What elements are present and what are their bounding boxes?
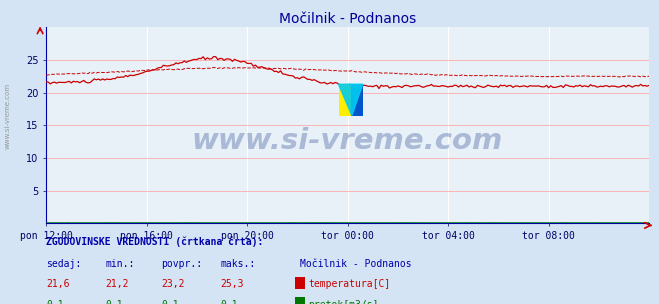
Text: 25,3: 25,3	[221, 279, 244, 289]
Text: povpr.:: povpr.:	[161, 259, 202, 269]
Text: 0,1: 0,1	[105, 300, 123, 304]
Text: Močilnik - Podnanos: Močilnik - Podnanos	[300, 259, 411, 269]
Text: sedaj:: sedaj:	[46, 259, 81, 269]
Text: www.si-vreme.com: www.si-vreme.com	[192, 127, 503, 155]
Text: www.si-vreme.com: www.si-vreme.com	[5, 82, 11, 149]
Text: pretok[m3/s]: pretok[m3/s]	[308, 300, 379, 304]
Title: Močilnik - Podnanos: Močilnik - Podnanos	[279, 12, 416, 26]
Bar	[351, 84, 362, 116]
Text: 23,2: 23,2	[161, 279, 185, 289]
Text: 21,2: 21,2	[105, 279, 129, 289]
Text: temperatura[C]: temperatura[C]	[308, 279, 391, 289]
Text: 0,1: 0,1	[46, 300, 64, 304]
Text: 0,1: 0,1	[161, 300, 179, 304]
Bar	[339, 84, 351, 116]
Text: 21,6: 21,6	[46, 279, 70, 289]
Text: ZGODOVINSKE VREDNOSTI (črtkana črta):: ZGODOVINSKE VREDNOSTI (črtkana črta):	[46, 236, 264, 247]
Text: 0,1: 0,1	[221, 300, 239, 304]
Text: min.:: min.:	[105, 259, 135, 269]
Text: maks.:: maks.:	[221, 259, 256, 269]
Polygon shape	[339, 84, 362, 116]
